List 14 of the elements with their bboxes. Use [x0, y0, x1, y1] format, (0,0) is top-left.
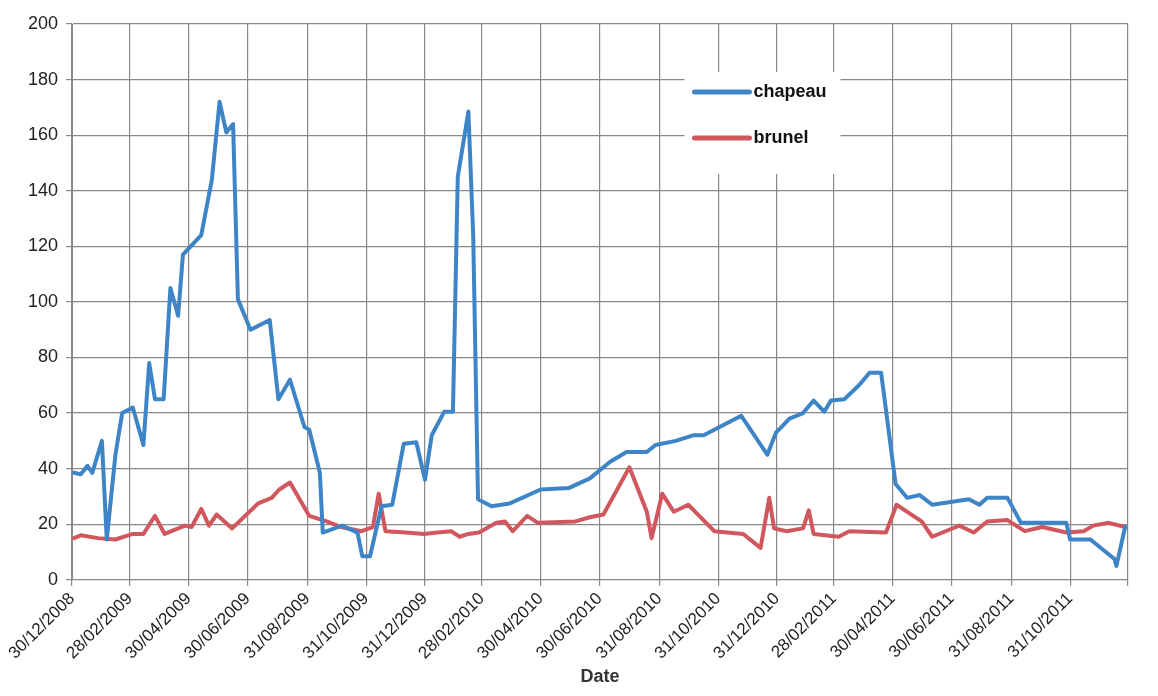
y-tick-label: 20 — [38, 513, 59, 534]
y-tick-label: 100 — [27, 290, 59, 311]
legend-label: brunel — [753, 126, 809, 147]
y-tick-label: 140 — [27, 179, 59, 200]
y-tick-label: 80 — [38, 346, 59, 367]
y-tick-label: 180 — [27, 68, 59, 89]
y-tick-label: 160 — [27, 124, 59, 145]
x-axis-title: Date — [580, 666, 620, 687]
y-tick-label: 120 — [27, 235, 59, 256]
legend-label: chapeau — [753, 80, 827, 101]
y-tick-label: 0 — [48, 568, 59, 589]
y-tick-label: 60 — [38, 402, 59, 423]
y-tick-label: 40 — [38, 457, 59, 478]
y-tick-label: 200 — [27, 12, 59, 33]
